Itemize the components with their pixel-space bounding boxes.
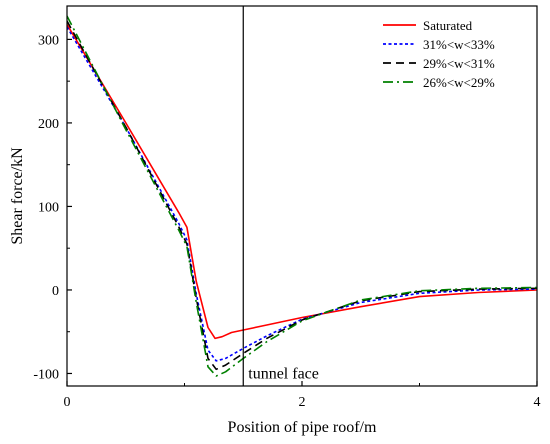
series-line-3 [67,20,537,371]
y-tick-label: 0 [52,284,59,299]
x-tick-label: 4 [534,395,541,410]
series-lines [67,15,537,377]
y-axis-label: Shear force/kN [9,147,26,245]
x-tick-label: 2 [299,395,306,410]
legend-label-1: Saturated [423,18,473,33]
series-line-2 [67,26,537,362]
series-line-1 [67,23,537,340]
legend-label-4: 26%<w<29% [423,75,495,90]
legend: Saturated 31%<w<33% 29%<w<31% 26%<w<29% [383,18,495,90]
y-tick-label: -100 [33,367,59,382]
x-axis-label: Position of pipe roof/m [228,419,377,436]
legend-label-2: 31%<w<33% [423,37,495,52]
y-tick-label: 200 [38,117,59,132]
x-tick-label: 0 [64,395,71,410]
tunnel-face-label: tunnel face [248,365,319,382]
y-tick-label: 100 [38,200,59,215]
legend-label-3: 29%<w<31% [423,56,495,71]
y-tick-label: 300 [38,33,59,48]
axis-ticks: 0 2 4 -100 0 100 200 300 [33,33,540,410]
series-line-4 [67,15,537,377]
